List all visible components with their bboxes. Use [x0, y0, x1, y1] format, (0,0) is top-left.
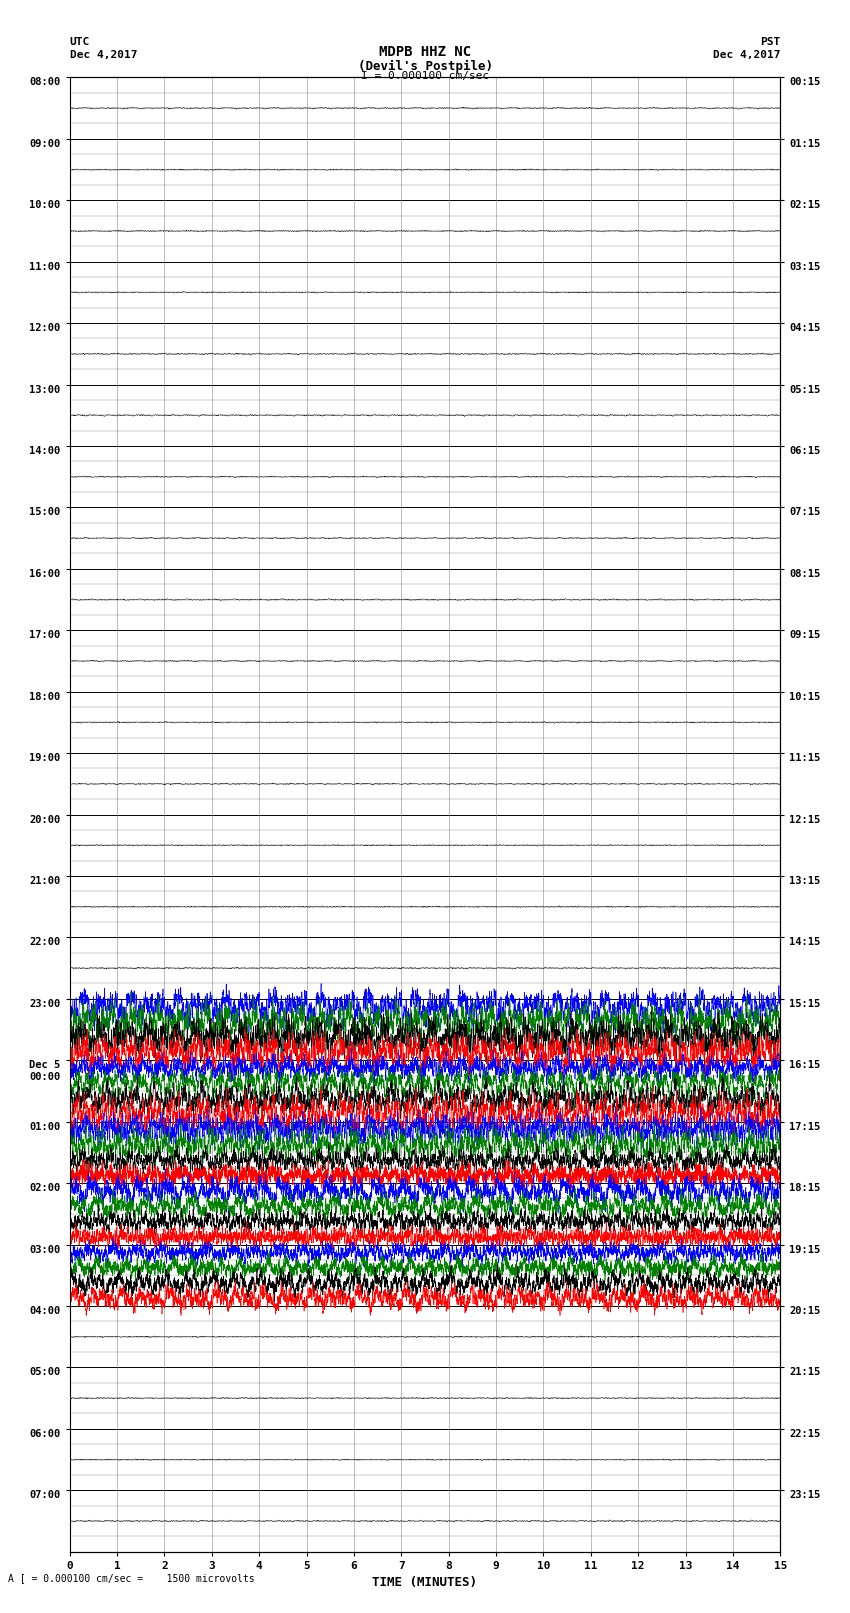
Text: I = 0.000100 cm/sec: I = 0.000100 cm/sec [361, 71, 489, 81]
X-axis label: TIME (MINUTES): TIME (MINUTES) [372, 1576, 478, 1589]
Text: UTC: UTC [70, 37, 90, 47]
Text: (Devil's Postpile): (Devil's Postpile) [358, 60, 492, 73]
Text: A [ = 0.000100 cm/sec =    1500 microvolts: A [ = 0.000100 cm/sec = 1500 microvolts [8, 1573, 255, 1582]
Text: MDPB HHZ NC: MDPB HHZ NC [379, 45, 471, 60]
Text: Dec 4,2017: Dec 4,2017 [70, 50, 137, 60]
Text: Dec 4,2017: Dec 4,2017 [713, 50, 780, 60]
Text: PST: PST [760, 37, 780, 47]
